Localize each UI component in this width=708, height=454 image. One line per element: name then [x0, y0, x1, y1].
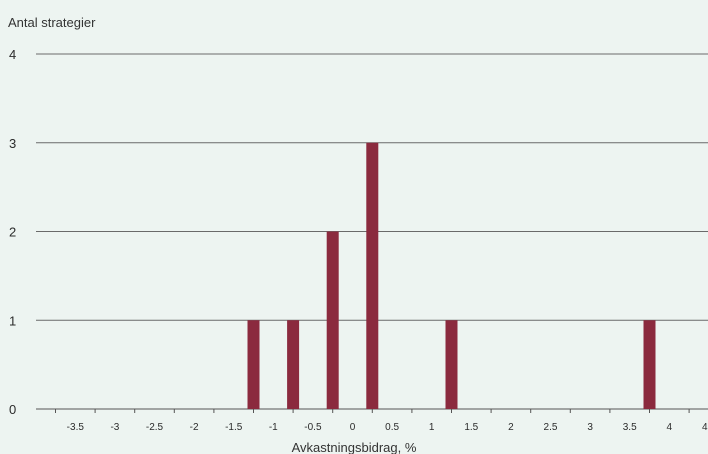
bar: [247, 320, 260, 409]
bar: [643, 320, 656, 409]
x-tick-label: 1: [429, 422, 435, 433]
x-tick-label: 2.5: [544, 422, 558, 433]
bar: [366, 142, 379, 409]
x-tick-label: -1: [269, 422, 278, 433]
x-tick-label: 1.5: [464, 422, 478, 433]
x-tick-label: 0.5: [385, 422, 399, 433]
bar: [287, 320, 300, 409]
x-tick-label: 3.5: [623, 422, 637, 433]
x-tick-label: -2.5: [146, 422, 164, 433]
x-tick-label: 3: [587, 422, 593, 433]
y-tick-label: 3: [9, 136, 16, 151]
bar-chart: 0 1 2 3 4 -3.5 -3 -2.5 -2 -1.5 -1 -0.5 0 0.5 1 1.5 2 2.5 3…: [9, 47, 708, 433]
y-tick-label: 2: [9, 225, 16, 240]
x-tick-label: -3.5: [67, 422, 85, 433]
x-tick-label: 4.5: [702, 422, 708, 433]
y-axis-label: Antal strategier: [8, 15, 96, 30]
x-tick-label: 0: [350, 422, 356, 433]
x-tick-label: -2: [190, 422, 199, 433]
x-axis-label: Avkastningsbidrag, %: [291, 440, 417, 454]
x-tick-label: 4: [667, 422, 673, 433]
x-tick-label: -1.5: [225, 422, 243, 433]
x-tick-label: -0.5: [304, 422, 322, 433]
x-tick-label: 2: [508, 422, 514, 433]
bar: [445, 320, 458, 409]
y-tick-label: 1: [9, 313, 16, 328]
y-tick-label: 4: [9, 47, 16, 62]
x-tick-label: -3: [110, 422, 119, 433]
bar: [326, 231, 339, 409]
y-tick-label: 0: [9, 402, 16, 417]
